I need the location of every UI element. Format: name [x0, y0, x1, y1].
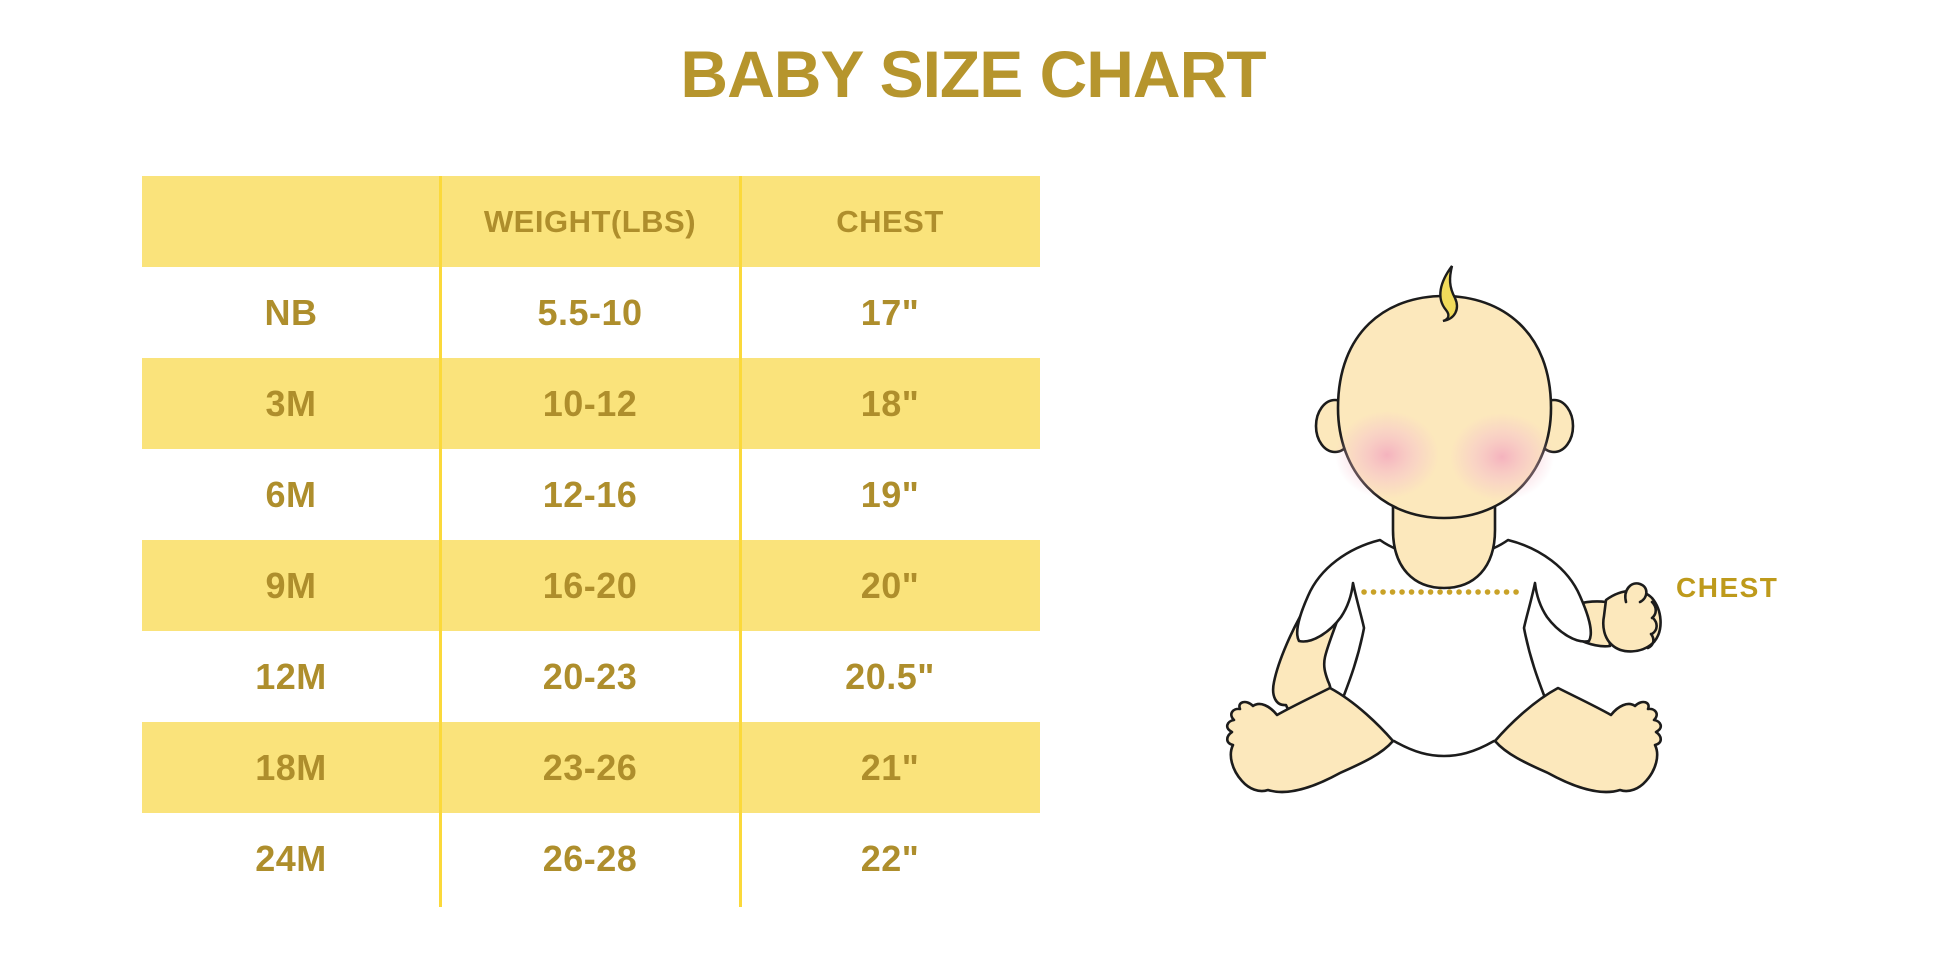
cell-weight: 12-16	[542, 473, 638, 515]
cell-size: NB	[264, 291, 318, 333]
baby-right-leg	[1493, 686, 1663, 794]
column-divider	[739, 176, 742, 907]
header-cell-blank	[142, 176, 440, 267]
table-row: 18M 23-26 21"	[142, 722, 1040, 813]
baby-neck	[1391, 498, 1497, 590]
cell-weight: 20-23	[542, 655, 638, 697]
cell-chest: 21"	[860, 746, 920, 788]
table-row: 6M 12-16 19"	[142, 449, 1040, 540]
baby-thumb	[1624, 582, 1648, 604]
table-row: 12M 20-23 20.5"	[142, 631, 1040, 722]
page-title: BABY SIZE CHART	[680, 37, 1266, 111]
cell-weight: 16-20	[542, 564, 638, 606]
table-row: 3M 10-12 18"	[142, 358, 1040, 449]
fist-creases	[1646, 600, 1658, 650]
cell-weight: 23-26	[542, 746, 638, 788]
cell-chest: 19"	[860, 473, 920, 515]
chest-label: CHEST	[1676, 572, 1779, 603]
cell-chest: 17"	[860, 291, 920, 333]
header-cell-chest: CHEST	[836, 203, 944, 239]
table-row: 9M 16-20 20"	[142, 540, 1040, 631]
cell-weight: 26-28	[542, 837, 638, 879]
cell-weight: 10-12	[542, 382, 638, 424]
cell-chest: 20"	[860, 564, 920, 606]
baby-svg	[1225, 265, 1663, 794]
cell-chest: 18"	[860, 382, 920, 424]
baby-illustration	[1190, 250, 1690, 810]
cell-chest: 22"	[860, 837, 920, 879]
cell-weight: 5.5-10	[537, 291, 643, 333]
baby-cheek-left	[1335, 411, 1439, 499]
baby-left-leg	[1225, 686, 1395, 794]
column-divider	[439, 176, 442, 907]
table-header-row: WEIGHT(LBS) CHEST	[142, 176, 1040, 267]
cell-size: 9M	[265, 564, 317, 606]
cell-size: 3M	[265, 382, 317, 424]
table-row: 24M 26-28 22"	[142, 813, 1040, 904]
size-table: WEIGHT(LBS) CHEST NB 5.5-10 17" 3M 10-12…	[142, 176, 1040, 907]
cell-size: 18M	[255, 746, 327, 788]
header-cell-weight: WEIGHT(LBS)	[483, 203, 697, 239]
cell-size: 6M	[265, 473, 317, 515]
cell-size: 12M	[255, 655, 327, 697]
cell-chest: 20.5"	[845, 655, 935, 697]
table-row: NB 5.5-10 17"	[142, 267, 1040, 358]
cell-size: 24M	[255, 837, 327, 879]
baby-cheek-right	[1450, 413, 1554, 501]
baby-hair-icon	[1439, 265, 1459, 323]
